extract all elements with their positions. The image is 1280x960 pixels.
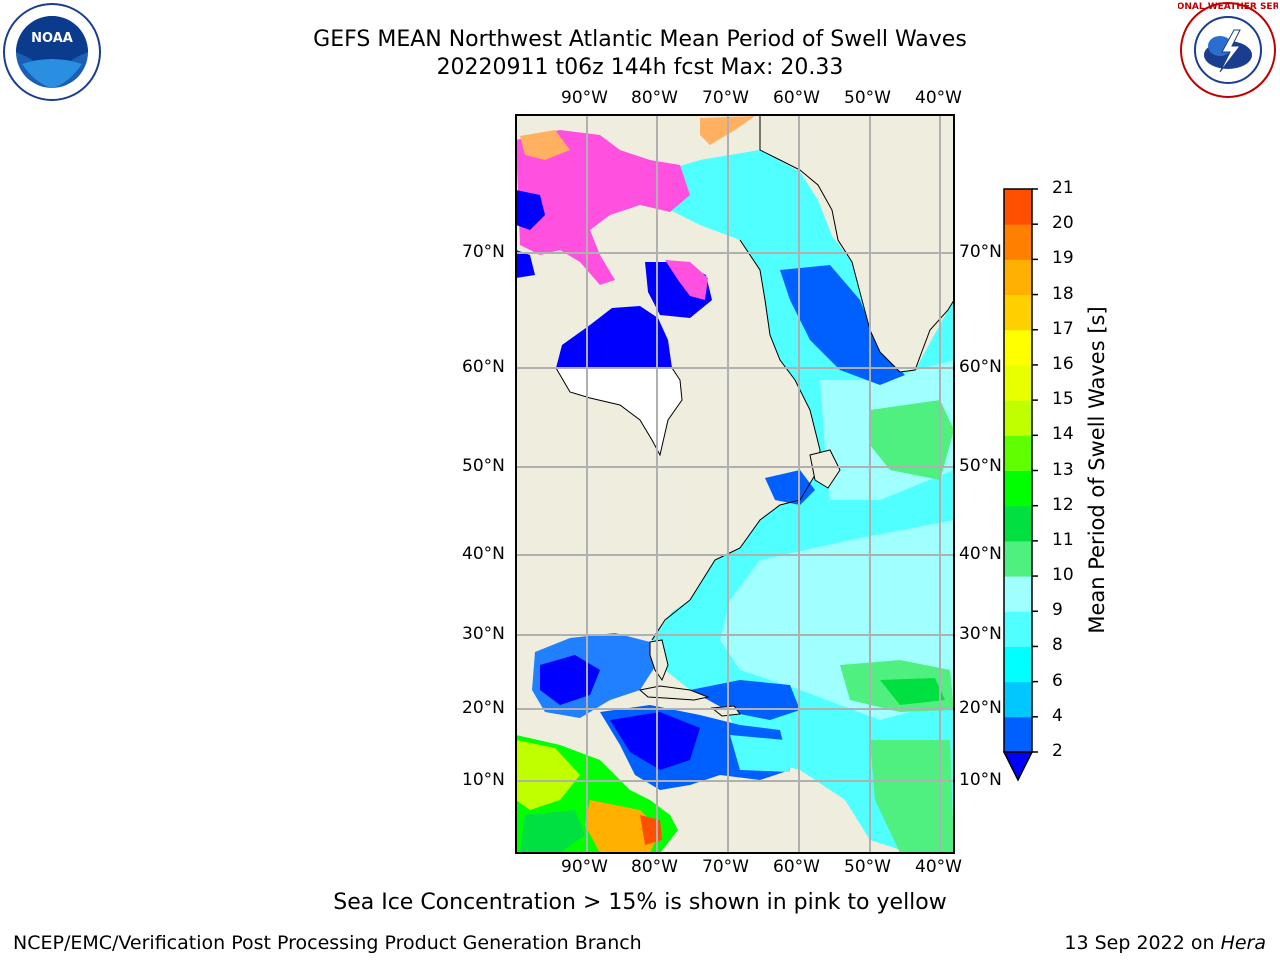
sea-ice-note: Sea Ice Concentration > 15% is shown in … — [333, 890, 947, 915]
colorbar-tick-label: 21 — [1052, 178, 1074, 198]
lon-label-top-90w: 90°W — [561, 88, 608, 108]
noaa-logo: NOAA — [3, 3, 101, 101]
lat-label-left-60n: 60°N — [462, 357, 505, 377]
sea-ice-orange — [520, 130, 570, 160]
sea-ice-channel — [516, 190, 545, 230]
footer-date-text: 13 Sep 2022 on — [1064, 932, 1221, 954]
greenland-coast — [759, 115, 954, 373]
lat-label-right-10n: 10°N — [959, 770, 1002, 790]
colorbar-segment — [1004, 716, 1032, 753]
lat-label-left-50n: 50°N — [462, 456, 505, 476]
lat-label-right-30n: 30°N — [959, 624, 1002, 644]
nws-logo: NATIONAL WEATHER SERVICE — [1178, 2, 1278, 98]
colorbar-segment — [1004, 189, 1032, 225]
lon-label-bottom-90w: 90°W — [561, 857, 608, 877]
colorbar-segment — [1004, 646, 1032, 683]
lat-label-left-10n: 10°N — [462, 770, 505, 790]
swell-green-core — [880, 678, 945, 705]
florida — [649, 639, 669, 682]
colorbar-tick-label: 2 — [1052, 741, 1063, 761]
colorbar-segment — [1004, 505, 1032, 542]
lon-label-bottom-70w: 70°W — [702, 857, 749, 877]
hudson-bay — [556, 306, 672, 368]
colorbar-segment — [1004, 364, 1032, 401]
colorbar-tick-label: 6 — [1052, 670, 1063, 691]
lat-label-left-30n: 30°N — [462, 624, 505, 644]
colorbar-segment — [1004, 681, 1032, 718]
colorbar-tick-label: 8 — [1052, 635, 1063, 656]
lat-label-right-40n: 40°N — [959, 544, 1002, 564]
lat-label-left-20n: 20°N — [462, 698, 505, 718]
swell-blue-labrador — [780, 265, 905, 385]
lat-label-left-40n: 40°N — [462, 544, 505, 564]
lat-label-right-60n: 60°N — [959, 357, 1002, 377]
lon-label-top-40w: 40°W — [915, 88, 962, 108]
colorbar-tick-label: 12 — [1052, 494, 1074, 515]
footer-date: 13 Sep 2022 on Hera — [1064, 932, 1266, 954]
colorbar-segment — [1004, 224, 1032, 260]
colorbar-segment — [1004, 470, 1032, 507]
sea-ice-foxe — [665, 260, 708, 300]
footer-credit: NCEP/EMC/Verification Post Processing Pr… — [13, 932, 642, 954]
chart-title: GEFS MEAN Northwest Atlantic Mean Period… — [313, 27, 967, 52]
lat-label-right-20n: 20°N — [959, 698, 1002, 718]
colorbar-tick-label: 18 — [1052, 283, 1074, 304]
sea-ice-arctic-archipelago — [516, 130, 690, 285]
lat-label-left-70n: 70°N — [462, 242, 505, 262]
north-america-coast — [689, 239, 821, 601]
colorbar-tick-label: 4 — [1052, 705, 1063, 726]
noaa-logo-text: NOAA — [31, 31, 73, 46]
footer-machine: Hera — [1220, 932, 1266, 954]
colorbar-segment — [1004, 294, 1032, 331]
chart-subtitle: 20220911 t06z 144h fcst Max: 20.33 — [436, 55, 844, 80]
colorbar-segment — [1004, 329, 1032, 366]
caribbean-east — [730, 735, 790, 772]
lon-label-top-60w: 60°W — [773, 88, 820, 108]
lon-label-bottom-80w: 80°W — [631, 857, 678, 877]
lon-label-top-50w: 50°W — [844, 88, 891, 108]
colorbar-segment — [1004, 435, 1032, 471]
colorbar-segment — [1004, 259, 1032, 296]
colorbar-segment — [1004, 611, 1032, 647]
lon-label-bottom-60w: 60°W — [773, 857, 820, 877]
colorbar-segment — [1004, 540, 1032, 577]
colorbar-tick-label: 14 — [1052, 424, 1074, 445]
colorbar-tick-label: 13 — [1052, 459, 1074, 480]
lat-label-right-70n: 70°N — [959, 242, 1002, 262]
lon-label-top-80w: 80°W — [631, 88, 678, 108]
caribbean-core — [610, 712, 700, 770]
colorbar-under-arrow — [1002, 751, 1034, 782]
lon-label-top-70w: 70°W — [702, 88, 749, 108]
swell-green-south — [870, 740, 954, 853]
newfoundland — [809, 449, 841, 489]
swell-green-mid — [870, 400, 954, 480]
south-america-darkgreen — [520, 810, 585, 853]
gulf-of-mexico-core — [540, 655, 600, 705]
south-america-yellow — [516, 740, 580, 810]
graticule — [516, 115, 954, 853]
colorbar-label: Mean Period of Swell Waves [s] — [1085, 306, 1109, 634]
lat-label-right-50n: 50°N — [959, 456, 1002, 476]
lon-label-bottom-40w: 40°W — [915, 857, 962, 877]
colorbar-segment — [1004, 576, 1032, 612]
colorbar — [1002, 188, 1038, 782]
map-frame — [515, 114, 955, 854]
colorbar-tick-label: 11 — [1052, 529, 1074, 550]
colorbar-tick-label: 10 — [1052, 565, 1074, 586]
colorbar-tick-label: 20 — [1052, 213, 1074, 234]
colorbar-segment — [1004, 400, 1032, 436]
south-america-orange — [585, 800, 660, 853]
colorbar-tick-label: 16 — [1052, 353, 1074, 374]
colorbar-tick-label: 15 — [1052, 389, 1074, 410]
baffin-bay — [680, 150, 832, 258]
nws-logo-text: NATIONAL WEATHER SERVICE — [1178, 2, 1278, 12]
sea-ice-west — [516, 250, 535, 278]
colorbar-tick-label: 17 — [1052, 318, 1074, 339]
lon-label-bottom-50w: 50°W — [844, 857, 891, 877]
colorbar-tick-label: 19 — [1052, 248, 1074, 269]
colorbar-tick-label: 9 — [1052, 600, 1063, 621]
